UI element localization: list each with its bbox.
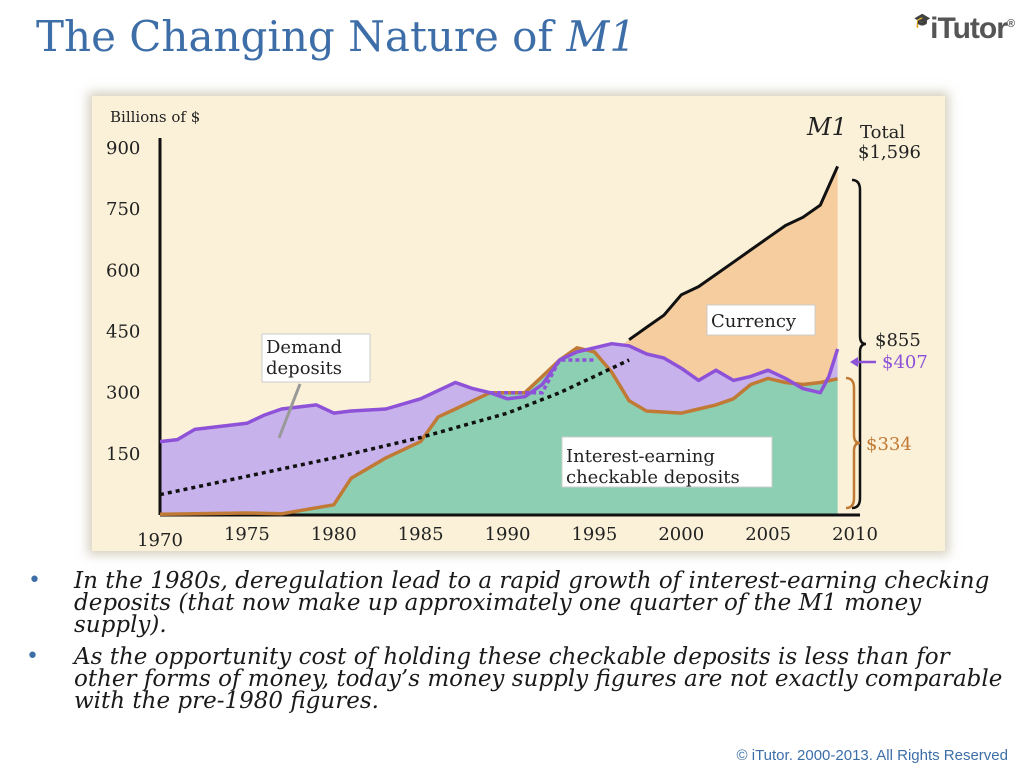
value-334-label: $334	[866, 434, 912, 455]
x-tick-label: 1980	[311, 524, 357, 545]
interest-label-line2: checkable deposits	[566, 467, 740, 488]
bullet-dot-icon: •	[26, 644, 39, 669]
m1-total-bracket	[851, 178, 867, 510]
x-tick-label: 1990	[485, 524, 531, 545]
interest-label-line1: Interest-earning	[566, 446, 715, 467]
bullet-list: • In the 1980s, deregulation lead to a r…	[26, 570, 1006, 722]
demand-pointer	[277, 383, 302, 439]
demand-deposits-line	[159, 341, 840, 444]
x-tick-label: 1975	[224, 524, 270, 545]
currency-label: Currency	[711, 311, 797, 332]
y-tick-label: 450	[106, 322, 140, 343]
itutor-logo: 🎓iTutor®	[913, 12, 1015, 45]
y-tick-label: 900	[106, 138, 140, 159]
x-tick-label: 1995	[571, 524, 617, 545]
graduation-cap-icon: 🎓	[913, 12, 931, 28]
interest-bracket	[845, 376, 861, 510]
bullet-item: • In the 1980s, deregulation lead to a r…	[28, 568, 990, 638]
total-label: Total	[860, 122, 905, 143]
x-tick-label: 2000	[658, 524, 704, 545]
y-axis-title: Billions of $	[110, 108, 200, 126]
x-tick-label: 1985	[398, 524, 444, 545]
y-tick-label: 150	[106, 444, 140, 465]
purple-dotted-segment	[490, 358, 595, 395]
demand-deposits-area	[160, 343, 838, 515]
y-tick-label: 600	[106, 260, 140, 281]
m1-label: M1	[806, 113, 847, 141]
bullet-dot-icon: •	[28, 568, 41, 593]
arrow-left-icon	[850, 357, 858, 367]
x-tick-label: 2005	[745, 524, 791, 545]
demand-label-line2: deposits	[266, 358, 342, 379]
bullet-item: • As the opportunity cost of holding the…	[26, 644, 1003, 714]
bracket-855-label: $855	[875, 330, 921, 351]
currency-label-box	[706, 304, 816, 336]
value-407-label: $407	[882, 352, 928, 373]
y-tick-label: 300	[106, 383, 140, 404]
copyright-footer: © iTutor. 2000-2013. All Rights Reserved	[736, 747, 1008, 764]
y-tick-label: 750	[106, 199, 140, 220]
slide-title: The Changing Nature of M1	[36, 12, 637, 61]
total-m1-line	[628, 165, 839, 341]
x-tick-label: 1970	[137, 530, 183, 551]
interest-label-box	[561, 436, 773, 488]
demand-label-line1: Demand	[266, 337, 342, 358]
total-value-label: $1,596	[858, 142, 921, 163]
x-tick-label: 2010	[832, 524, 878, 545]
demand-label-box	[261, 333, 371, 383]
